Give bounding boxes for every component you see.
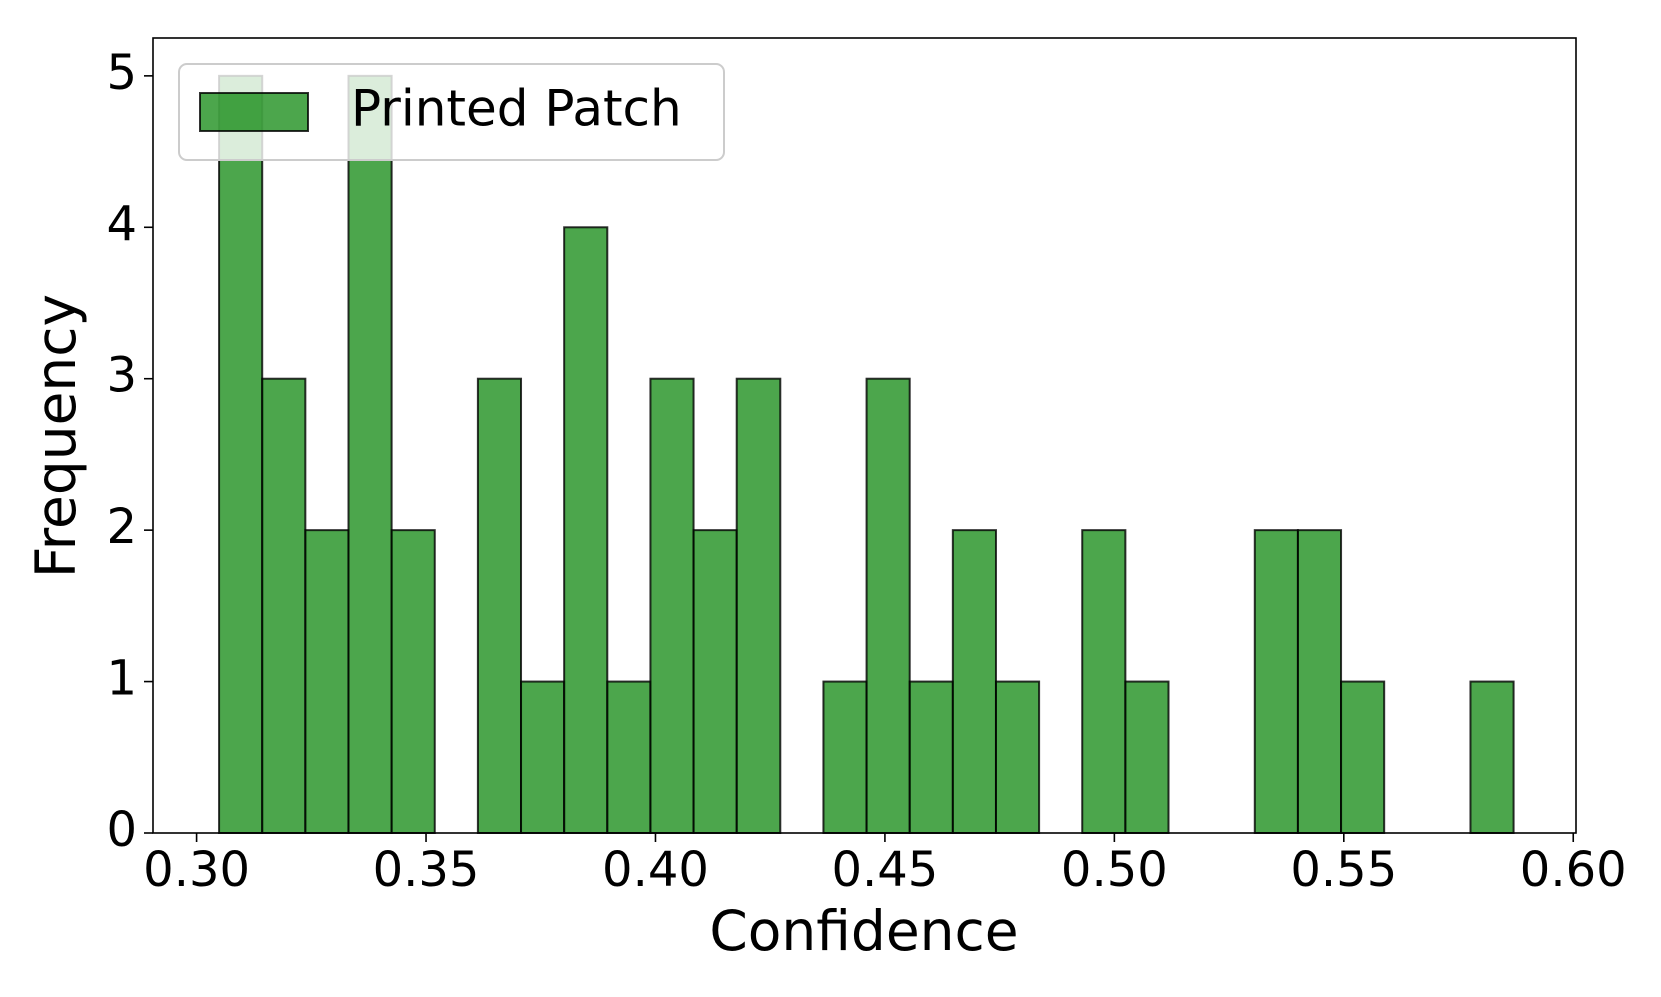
bar bbox=[261, 377, 307, 834]
y-tick-label: 0 bbox=[106, 802, 137, 858]
bar bbox=[908, 680, 954, 834]
bar bbox=[606, 680, 652, 834]
bar bbox=[649, 377, 695, 834]
bar bbox=[304, 529, 350, 835]
bar bbox=[865, 377, 911, 834]
bar bbox=[951, 529, 997, 835]
bar bbox=[994, 680, 1041, 834]
x-tick-label: 0.50 bbox=[1061, 842, 1168, 898]
y-tick-label: 1 bbox=[106, 651, 137, 707]
y-tick-label: 5 bbox=[106, 45, 137, 101]
bar bbox=[1081, 529, 1127, 835]
legend-swatch bbox=[199, 92, 309, 132]
x-tick-label: 0.60 bbox=[1520, 842, 1627, 898]
legend-box bbox=[178, 63, 725, 161]
y-axis-label: Frequency bbox=[24, 294, 88, 578]
y-tick-label: 4 bbox=[106, 196, 137, 252]
x-tick-label: 0.30 bbox=[143, 842, 250, 898]
bar bbox=[218, 74, 264, 835]
bar bbox=[692, 529, 738, 835]
bar bbox=[1469, 680, 1515, 834]
bar bbox=[476, 377, 523, 834]
x-tick-label: 0.55 bbox=[1290, 842, 1397, 898]
x-axis-label: Confidence bbox=[709, 899, 1018, 963]
bar bbox=[1340, 680, 1386, 834]
bar bbox=[735, 377, 782, 834]
bar bbox=[390, 529, 436, 835]
bar bbox=[1296, 529, 1343, 835]
bar bbox=[347, 74, 393, 835]
x-tick-label: 0.40 bbox=[602, 842, 709, 898]
x-tick-label: 0.45 bbox=[831, 842, 938, 898]
bar bbox=[822, 680, 868, 834]
axes-frame bbox=[152, 37, 1577, 834]
bar bbox=[563, 226, 609, 835]
y-tick-label: 3 bbox=[106, 348, 137, 404]
bar bbox=[1124, 680, 1170, 834]
bar bbox=[1253, 529, 1299, 835]
bar bbox=[520, 680, 566, 834]
y-tick-label: 2 bbox=[106, 499, 137, 555]
x-tick-label: 0.35 bbox=[373, 842, 480, 898]
legend-label: Printed Patch bbox=[351, 80, 682, 138]
